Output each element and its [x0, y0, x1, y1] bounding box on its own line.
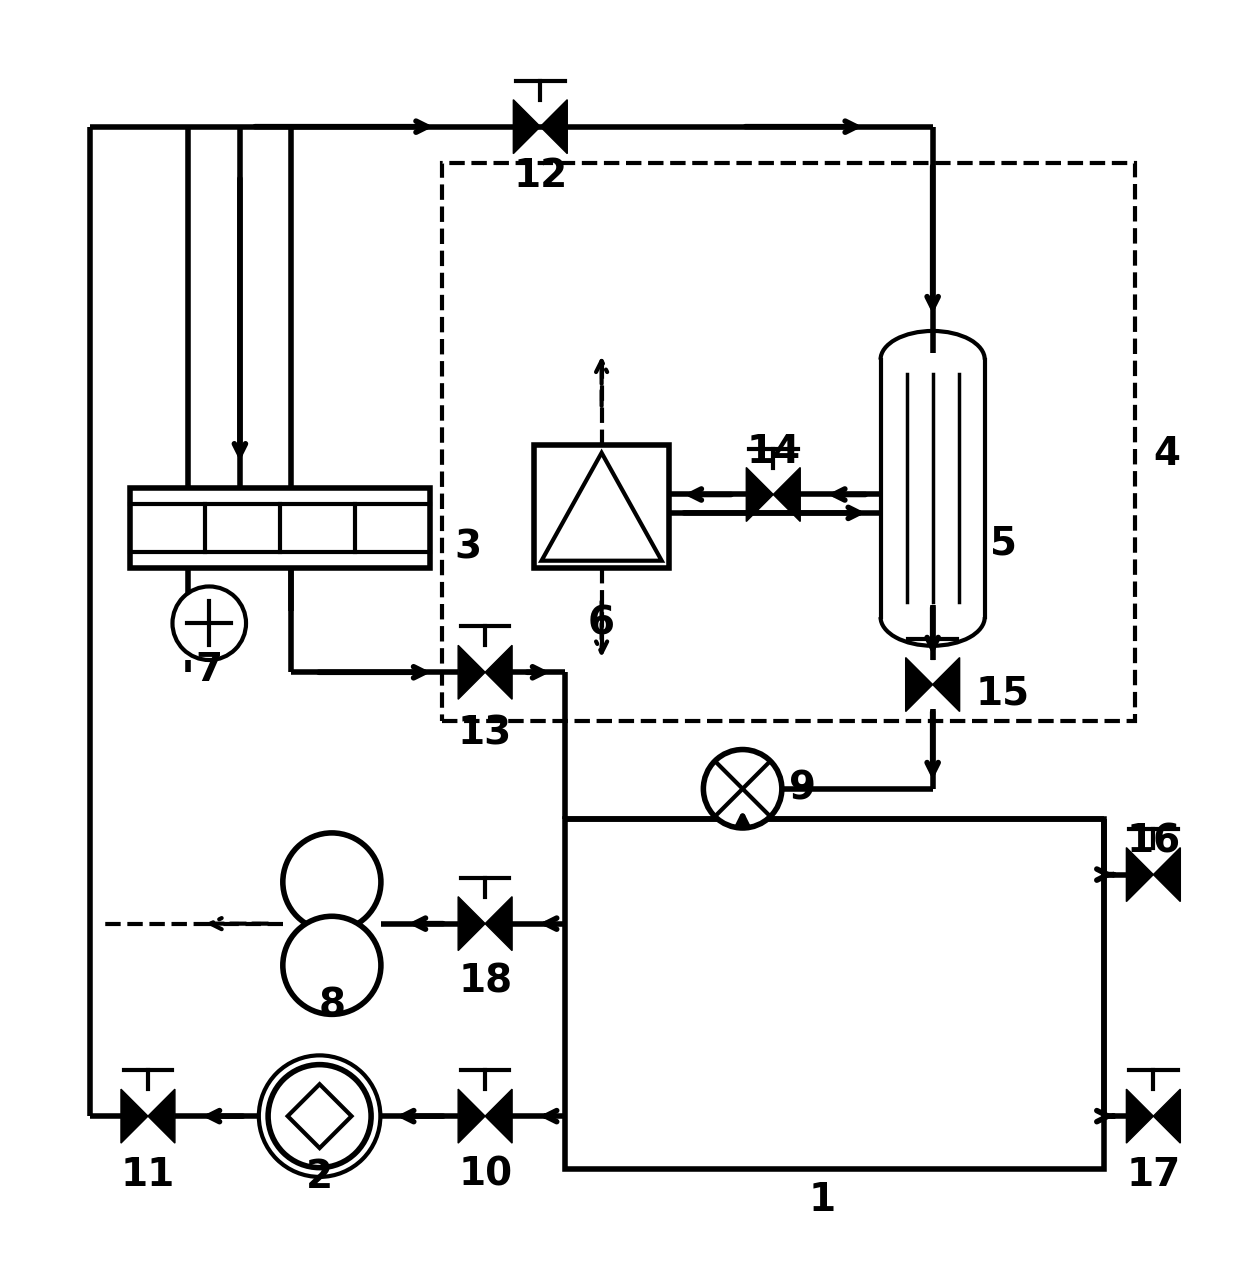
Polygon shape: [485, 646, 512, 699]
Text: 13: 13: [458, 714, 512, 752]
Text: 1: 1: [808, 1181, 836, 1219]
Text: 6: 6: [588, 604, 615, 642]
Text: 10: 10: [458, 1157, 512, 1193]
Circle shape: [172, 586, 246, 660]
Polygon shape: [458, 1089, 485, 1143]
Text: 17: 17: [1126, 1157, 1180, 1193]
Text: 9: 9: [789, 770, 816, 808]
Text: 8: 8: [319, 986, 346, 1024]
Text: 16: 16: [1126, 822, 1180, 860]
Polygon shape: [1126, 848, 1153, 901]
Polygon shape: [1153, 1089, 1180, 1143]
Bar: [129, 488, 430, 568]
Bar: [443, 164, 1135, 722]
Text: 5: 5: [991, 525, 1017, 563]
Text: 2: 2: [306, 1158, 334, 1196]
Polygon shape: [513, 99, 541, 154]
Text: 3: 3: [455, 529, 481, 566]
Circle shape: [703, 750, 782, 827]
Polygon shape: [485, 1089, 512, 1143]
Bar: [565, 820, 1105, 1169]
Text: 11: 11: [120, 1157, 175, 1193]
Text: 18: 18: [458, 962, 512, 1000]
Polygon shape: [774, 468, 800, 521]
Polygon shape: [1153, 848, 1180, 901]
Polygon shape: [1126, 1089, 1153, 1143]
Text: 15: 15: [976, 674, 1029, 712]
Polygon shape: [458, 896, 485, 951]
Polygon shape: [905, 657, 932, 712]
Polygon shape: [541, 99, 567, 154]
Polygon shape: [746, 468, 774, 521]
Bar: [534, 445, 670, 568]
Polygon shape: [458, 646, 485, 699]
Polygon shape: [122, 1089, 148, 1143]
Text: 12: 12: [513, 156, 568, 194]
Circle shape: [283, 833, 381, 930]
Circle shape: [283, 916, 381, 1014]
Polygon shape: [932, 657, 960, 712]
Polygon shape: [485, 896, 512, 951]
Text: 4: 4: [1153, 435, 1180, 473]
Text: 14: 14: [746, 432, 800, 470]
Polygon shape: [148, 1089, 175, 1143]
Text: 7: 7: [196, 651, 223, 689]
